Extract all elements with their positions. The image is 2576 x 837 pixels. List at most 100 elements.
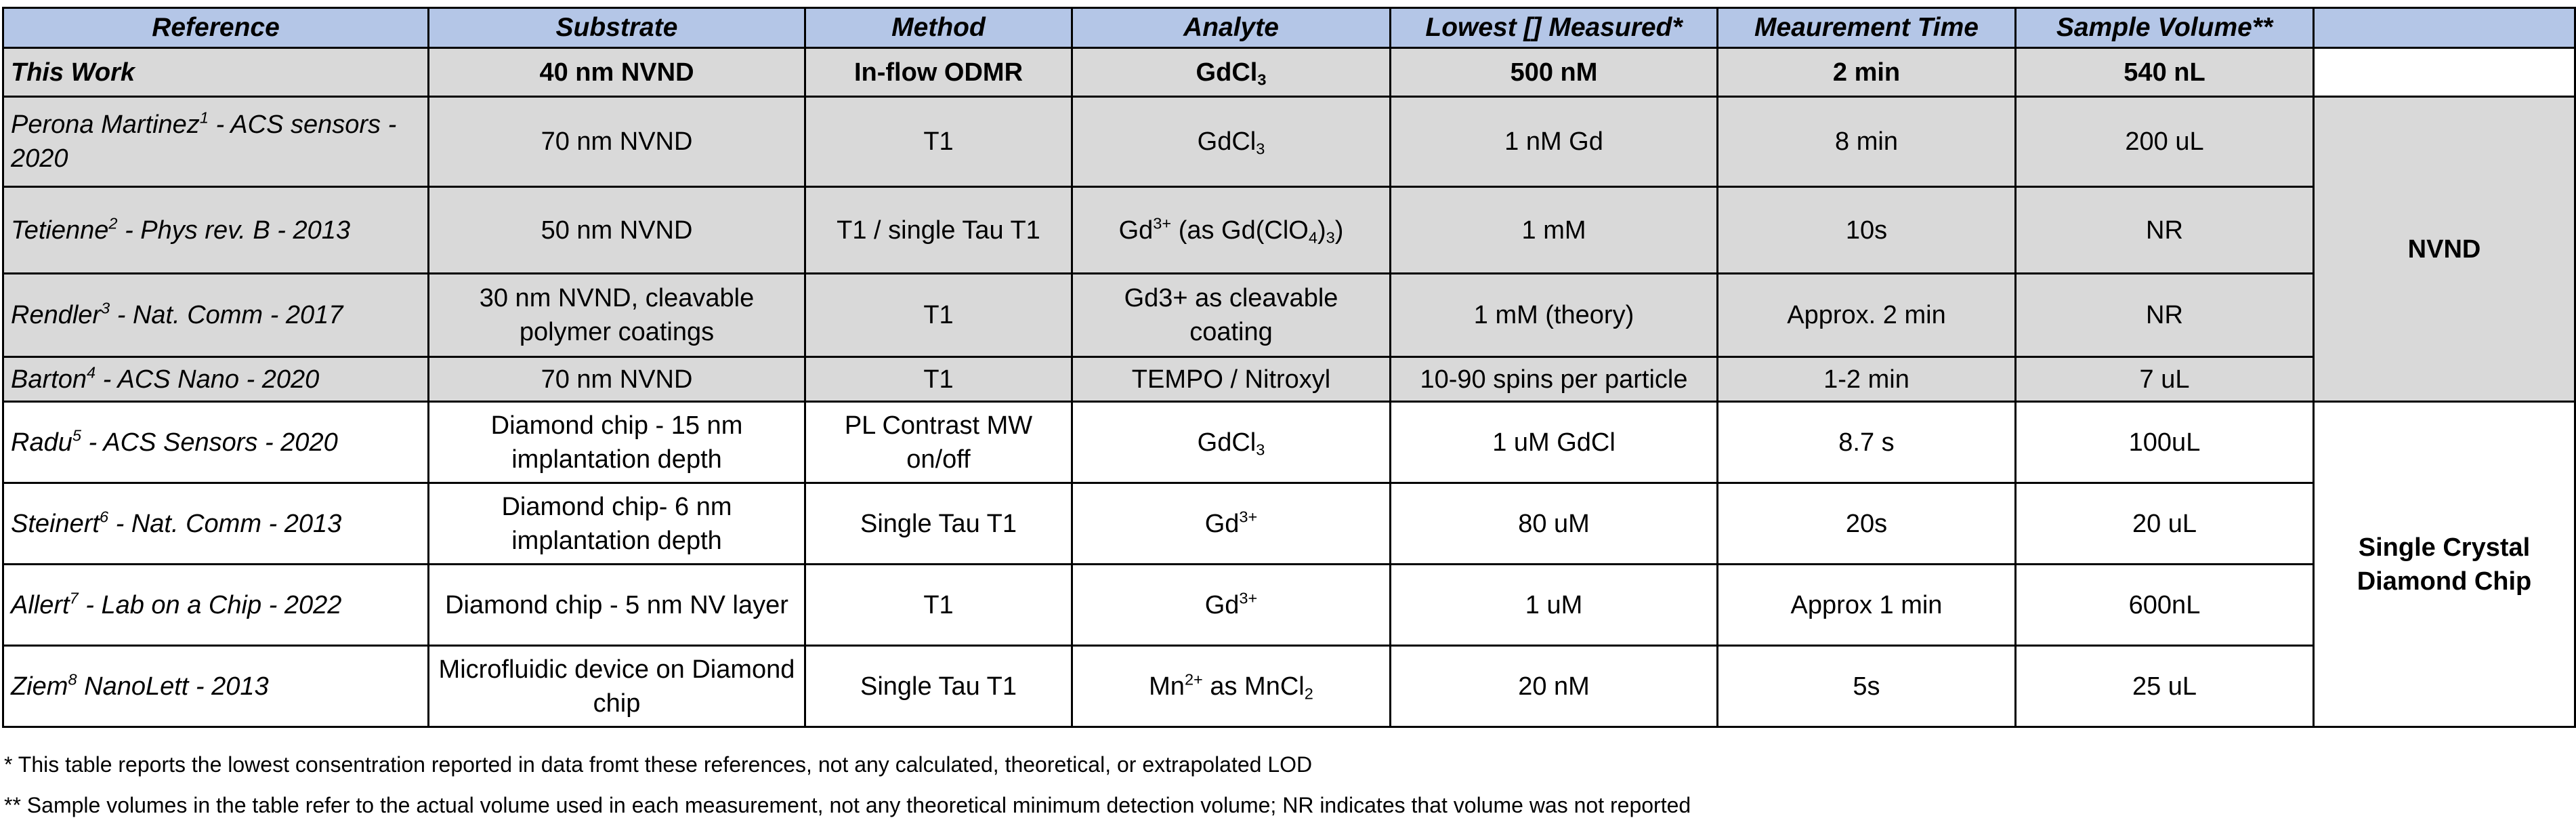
analyte-part: Mn [1149,672,1185,701]
reference-cell: Tetienne2 - Phys rev. B - 2013 [2,186,429,274]
comparison-table: Reference Substrate Method Analyte Lowes… [2,7,2576,728]
method-cell: Single Tau T1 [804,482,1073,565]
method-cell: T1 [804,563,1073,647]
lowest-measured-cell: 1 nM Gd [1389,96,1718,188]
sample-volume-cell: 540 nL [2014,47,2315,98]
substrate-cell: Diamond chip - 15 nm implantation depth [427,401,806,484]
analyte-cell: Gd3+ [1071,482,1391,565]
substrate-cell: 30 nm NVND, cleavable polymer coatings [427,272,806,358]
reference-source: - Nat. Comm - 2017 [110,301,343,329]
sample-volume-cell: 25 uL [2014,645,2315,728]
sample-volume-cell: 100uL [2014,401,2315,484]
table-row: This Work 40 nm NVND In-flow ODMR GdCl3 500 … [2,47,2576,98]
reference-cell: Perona Martinez1 - ACS sensors - 2020 [2,96,429,188]
analyte-cell: TEMPO / Nitroxyl [1071,356,1391,403]
method-cell: T1 [804,96,1073,188]
reference-number: 8 [68,670,77,688]
reference-author: Allert [11,590,70,619]
analyte-part: 3+ [1153,213,1172,232]
group-cell-blank [2313,47,2576,97]
analyte-part: GdCl [1197,428,1257,457]
header-group [2313,7,2576,49]
reference-source: NanoLett - 2013 [77,672,269,701]
reference-author: Radu [11,428,72,457]
table-row: Radu5 - ACS Sensors - 2020 Diamond chip -… [2,401,2576,728]
reference-cell: Steinert6 - Nat. Comm - 2013 [2,482,429,565]
measurement-time-cell: Approx 1 min [1716,563,2017,647]
method-cell: Single Tau T1 [804,645,1073,728]
analyte-part: 4 [1308,228,1317,247]
lowest-measured-cell: 1 mM [1389,186,1718,274]
method-cell: T1 [804,272,1073,358]
table-row: Ziem8 NanoLett - 2013 Microfluidic device… [2,645,2575,728]
group-label-nvnd: NVND [2313,96,2576,403]
analyte-cell: Gd3+ [1071,563,1391,647]
lowest-measured-cell: 10-90 spins per particle [1389,356,1718,403]
analyte-cell: Mn2+ as MnCl2 [1071,645,1391,728]
reference-source: - Phys rev. B - 2013 [117,216,351,245]
table-row: Perona Martinez1 - ACS sensors - 2020 70 … [2,96,2576,403]
table-row: Allert7 - Lab on a Chip - 2022 Diamond ch… [2,563,2575,647]
header-analyte: Analyte [1071,7,1391,49]
reference-author: Rendler [11,301,102,329]
measurement-time-cell: 1-2 min [1716,356,2017,403]
footnote-sample-volume: ** Sample volumes in the table refer to … [4,793,1691,817]
table-row: Tetienne2 - Phys rev. B - 2013 50 nm NVND… [2,186,2575,274]
analyte-part: 3 [1326,228,1335,247]
header-row: Reference Substrate Method Analyte Lowes… [2,7,2576,49]
analyte-part: 3+ [1239,588,1258,607]
measurement-time-cell: 8 min [1716,96,2017,188]
lowest-measured-cell: 500 nM [1389,47,1718,98]
reference-author: Perona Martinez [11,110,200,139]
header-measurement-time: Meaurement Time [1716,7,2017,49]
reference-author: This Work [11,58,135,87]
reference-cell: This Work [2,47,429,98]
reference-number: 5 [72,426,81,444]
reference-cell: Radu5 - ACS Sensors - 2020 [2,401,429,484]
analyte-part: GdCl [1196,58,1258,87]
header-lowest-measured: Lowest [] Measured* [1389,7,1718,49]
measurement-time-cell: 20s [1716,482,2017,565]
footnote-lowest-concentration: * This table reports the lowest consentr… [4,752,1313,777]
sample-volume-cell: 600nL [2014,563,2315,647]
reference-cell: Barton4 - ACS Nano - 2020 [2,356,429,403]
reference-source: - ACS sensors - 2020 [11,110,397,173]
analyte-cell: GdCl3 [1071,401,1391,484]
reference-number: 3 [101,299,110,317]
measurement-time-cell: 10s [1716,186,2017,274]
table-body: This Work 40 nm NVND In-flow ODMR GdCl3 500 … [2,47,2576,728]
method-cell: T1 [804,356,1073,403]
analyte-part: Gd [1118,216,1154,245]
analyte-part: (as Gd(ClO [1171,216,1309,245]
reference-author: Steinert [11,509,100,538]
table-row: Barton4 - ACS Nano - 2020 70 nm NVND T1 TEM… [2,356,2575,403]
measurement-time-cell: 5s [1716,645,2017,728]
reference-number: 2 [108,213,118,232]
lowest-measured-cell: 1 uM GdCl [1389,401,1718,484]
table-row: Rendler3 - Nat. Comm - 2017 30 nm NVND, c… [2,272,2575,358]
reference-cell: Allert7 - Lab on a Chip - 2022 [2,563,429,647]
method-cell: T1 / single Tau T1 [804,186,1073,274]
reference-number: 4 [86,363,96,381]
method-cell: PL Contrast MW on/off [804,401,1073,484]
lowest-measured-cell: 1 mM (theory) [1389,272,1718,358]
reference-source: - Lab on a Chip - 2022 [78,590,342,619]
analyte-cell: GdCl3 [1071,47,1391,98]
analyte-part: Gd [1204,509,1240,538]
analyte-cell: Gd3+ as cleavable coating [1071,272,1391,358]
sample-volume-cell: 20 uL [2014,482,2315,565]
analyte-part: as MnCl [1202,672,1305,701]
substrate-cell: Microfluidic device on Diamond chip [427,645,806,728]
header-reference: Reference [2,7,429,49]
substrate-cell: 70 nm NVND [427,96,806,188]
analyte-part: 2+ [1184,670,1203,688]
table-row: Steinert6 - Nat. Comm - 2013 Diamond chip… [2,482,2575,565]
substrate-cell: Diamond chip- 6 nm implantation depth [427,482,806,565]
reference-author: Ziem [11,672,68,701]
lowest-measured-cell: 1 uM [1389,563,1718,647]
substrate-cell: 70 nm NVND [427,356,806,403]
reference-source: - Nat. Comm - 2013 [108,509,342,538]
group-label-single-crystal: Single Crystal Diamond Chip [2313,401,2576,728]
substrate-cell: 40 nm NVND [427,47,806,98]
method-cell: In-flow ODMR [804,47,1073,98]
